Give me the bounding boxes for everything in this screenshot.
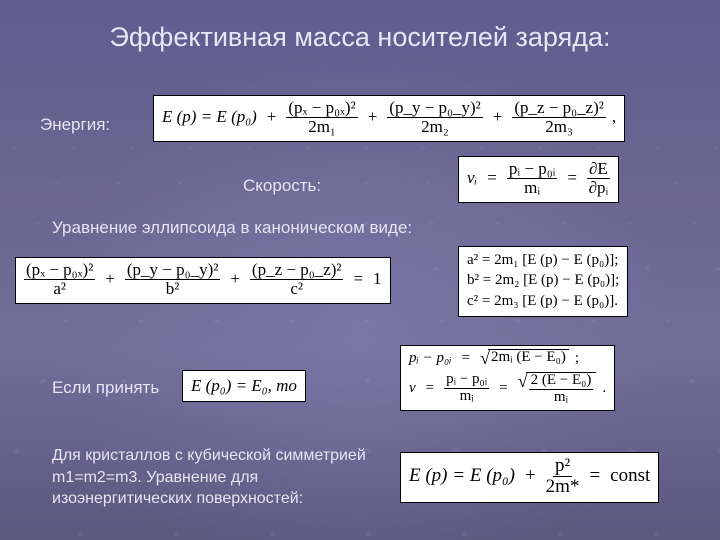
pv-line1-sqrt: 2mᵢ (E − E₀) [488, 349, 569, 366]
assume-equation: E (p₀) = E₀, то [182, 370, 306, 402]
energy-equation: E (p) = E (p₀) + (pₓ − p₀ₓ)² 2m₁ + (p_y … [153, 95, 625, 142]
assume-eq-text: E (p₀) = E₀, то [191, 376, 297, 395]
assume-label: Если принять [52, 378, 159, 397]
velocity-frac-den: mᵢ [524, 179, 540, 197]
ellipsoid-term-den: a² [53, 280, 66, 298]
energy-trailing: , [612, 108, 616, 126]
cubic-equation: E (p) = E (p₀) + p² 2m* = const [400, 452, 659, 503]
energy-term-num: (pₓ − p₀ₓ)² [286, 99, 357, 118]
abc-line: c² = 2m₃ [E (p) − E (p₀)]. [467, 291, 619, 311]
pv-line2-frac-num: pᵢ − p₀ᵢ [444, 372, 489, 389]
cubic-frac-den: 2m* [546, 477, 580, 497]
ellipsoid-equation: (pₓ − p₀ₓ)² a² + (p_y − p₀_y)² b² + (p_z… [15, 257, 391, 304]
slide-title: Эффективная масса носителей заряда: [40, 22, 680, 53]
ellipsoid-term-den: b² [166, 280, 180, 298]
energy-term-num: (p_z − p₀_z)² [512, 99, 606, 118]
energy-term-den: 2m₂ [421, 118, 449, 136]
energy-term-num: (p_y − p₀_y)² [387, 99, 482, 118]
cubic-label: Для кристаллов с кубической симметрией m… [52, 445, 382, 510]
velocity-lhs: vᵢ [467, 169, 477, 187]
energy-lead: E (p) = E (p₀) [162, 108, 257, 126]
velocity-label: Скорость: [243, 176, 321, 195]
abc-line: a² = 2m₁ [E (p) − E (p₀)]; [467, 250, 619, 270]
velocity-frac-den: ∂pᵢ [589, 179, 609, 197]
abc-line: b² = 2m₂ [E (p) − E (p₀)]; [467, 270, 619, 290]
velocity-frac-num: pᵢ − p₀ᵢ [507, 160, 558, 179]
ellipsoid-rhs: 1 [373, 270, 382, 288]
energy-term-den: 2m₃ [545, 118, 573, 136]
ellipsoid-term-num: (pₓ − p₀ₓ)² [24, 261, 95, 280]
cubic-frac-num: p² [553, 456, 572, 477]
pv-line2-sqrt-den: mᵢ [554, 390, 568, 406]
pv-line2-tail: . [602, 381, 606, 397]
ellipsoid-label: Уравнение эллипсоида в каноническом виде… [52, 218, 412, 237]
energy-label: Энергия: [40, 115, 110, 134]
energy-term-den: 2m₁ [308, 118, 336, 136]
ellipsoid-term-den: c² [290, 280, 303, 298]
velocity-frac-num: ∂E [587, 160, 610, 179]
pv-line2-sqrt-num: 2 (E − E₀) [529, 373, 594, 390]
pv-line1-tail: ; [575, 351, 579, 367]
cubic-lead: E (p) = E (p₀) [409, 466, 515, 486]
p-v-equations: pᵢ − p₀ᵢ = 2mᵢ (E − E₀) ; v = pᵢ − p₀ᵢ m… [400, 345, 615, 411]
pv-line2-lhs: v [409, 381, 416, 397]
ellipsoid-term-num: (p_y − p₀_y)² [125, 261, 220, 280]
velocity-equation: vᵢ = pᵢ − p₀ᵢ mᵢ = ∂E ∂pᵢ [458, 156, 619, 203]
cubic-rhs: const [610, 466, 650, 486]
ellipsoid-term-num: (p_z − p₀_z)² [250, 261, 344, 280]
pv-line1-lhs: pᵢ − p₀ᵢ [409, 351, 452, 367]
abc-equations: a² = 2m₁ [E (p) − E (p₀)]; b² = 2m₂ [E (… [458, 246, 628, 317]
pv-line2-frac-den: mᵢ [460, 389, 474, 405]
